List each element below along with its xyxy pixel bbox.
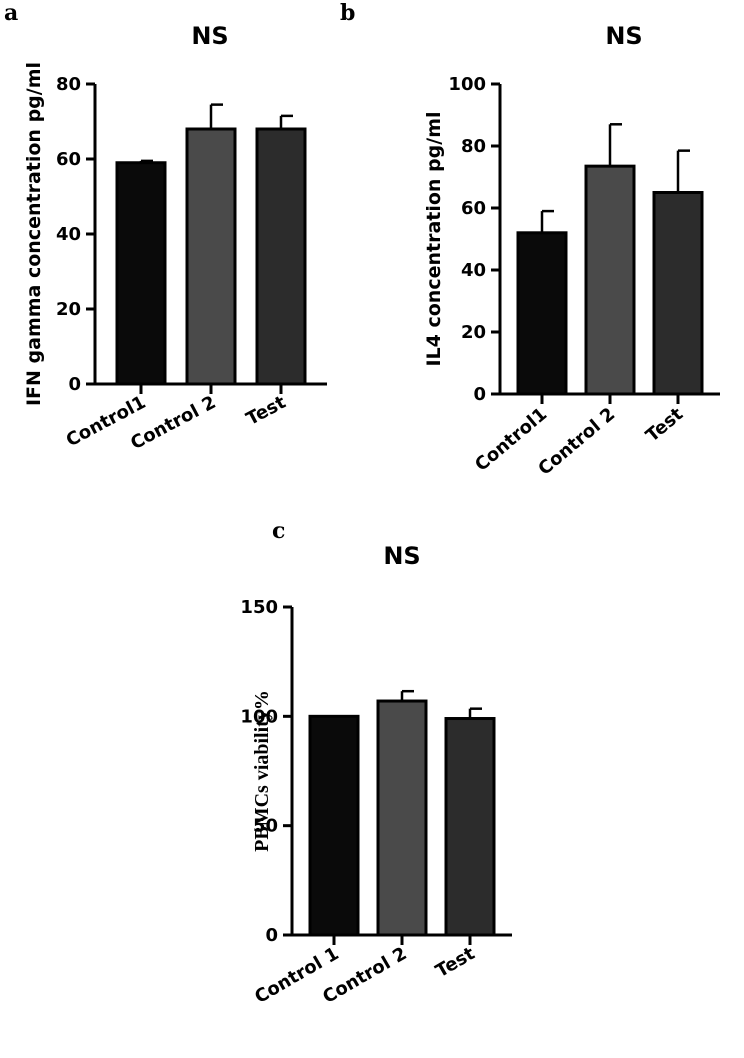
panel-a-letter: a — [4, 0, 18, 26]
panel-c-bar-2 — [376, 699, 428, 937]
panel-a-bar-2 — [185, 127, 237, 386]
panel-a-y-tick-label: 80 — [56, 74, 81, 95]
panel-a-bar-1 — [115, 161, 167, 386]
panel-b-title: NS — [605, 22, 642, 50]
panel-a-y-axis-label: IFN gamma concentration pg/ml — [23, 62, 45, 406]
panel-a-bar-3 — [255, 127, 307, 386]
panel-a-title: NS — [191, 22, 228, 50]
panel-c-y-tick-label: 100 — [240, 706, 278, 727]
panel-c-letter: c — [272, 518, 285, 544]
panel-b-bar-1 — [516, 231, 568, 396]
panel-c-y-tick-label: 150 — [240, 597, 278, 618]
panel-a-y-tick-label: 40 — [56, 224, 81, 245]
panel-c-title: NS — [383, 542, 420, 570]
panel-a-category-label: Test — [243, 392, 290, 430]
panel-b-y-tick-label: 100 — [448, 74, 486, 95]
panel-b-y-axis-label: IL4 concentration pg/ml — [423, 111, 445, 366]
panel-c-y-tick-label: 0 — [265, 925, 278, 946]
panel-b-y-tick-label: 80 — [461, 136, 486, 157]
panel-b-bar-3 — [652, 191, 704, 396]
panel-a-y-tick-label: 60 — [56, 149, 81, 170]
panel-a-y-tick-label: 20 — [56, 299, 81, 320]
panel-b-letter: b — [340, 0, 355, 26]
panel-b-bar-2 — [584, 164, 636, 396]
panel-c-bar-3 — [444, 717, 496, 937]
panel-a: a NS IFN gamma concentration pg/ml 0 20 40 60… — [4, 0, 327, 454]
panel-b-y-tick-label: 0 — [473, 384, 486, 405]
panel-b-y-tick-label: 20 — [461, 322, 486, 343]
panel-c-category-label: Test — [432, 943, 479, 982]
panel-c-y-tick-label: 50 — [253, 816, 278, 837]
panel-c-bar-1 — [308, 714, 360, 937]
panel-b-category-label: Test — [642, 403, 688, 446]
panel-c-y-axis-label: PBMCs viability% — [251, 690, 273, 852]
panel-b-y-tick-label: 40 — [461, 260, 486, 281]
panel-a-y-tick-label: 0 — [68, 374, 81, 395]
panel-b-y-tick-label: 60 — [461, 198, 486, 219]
